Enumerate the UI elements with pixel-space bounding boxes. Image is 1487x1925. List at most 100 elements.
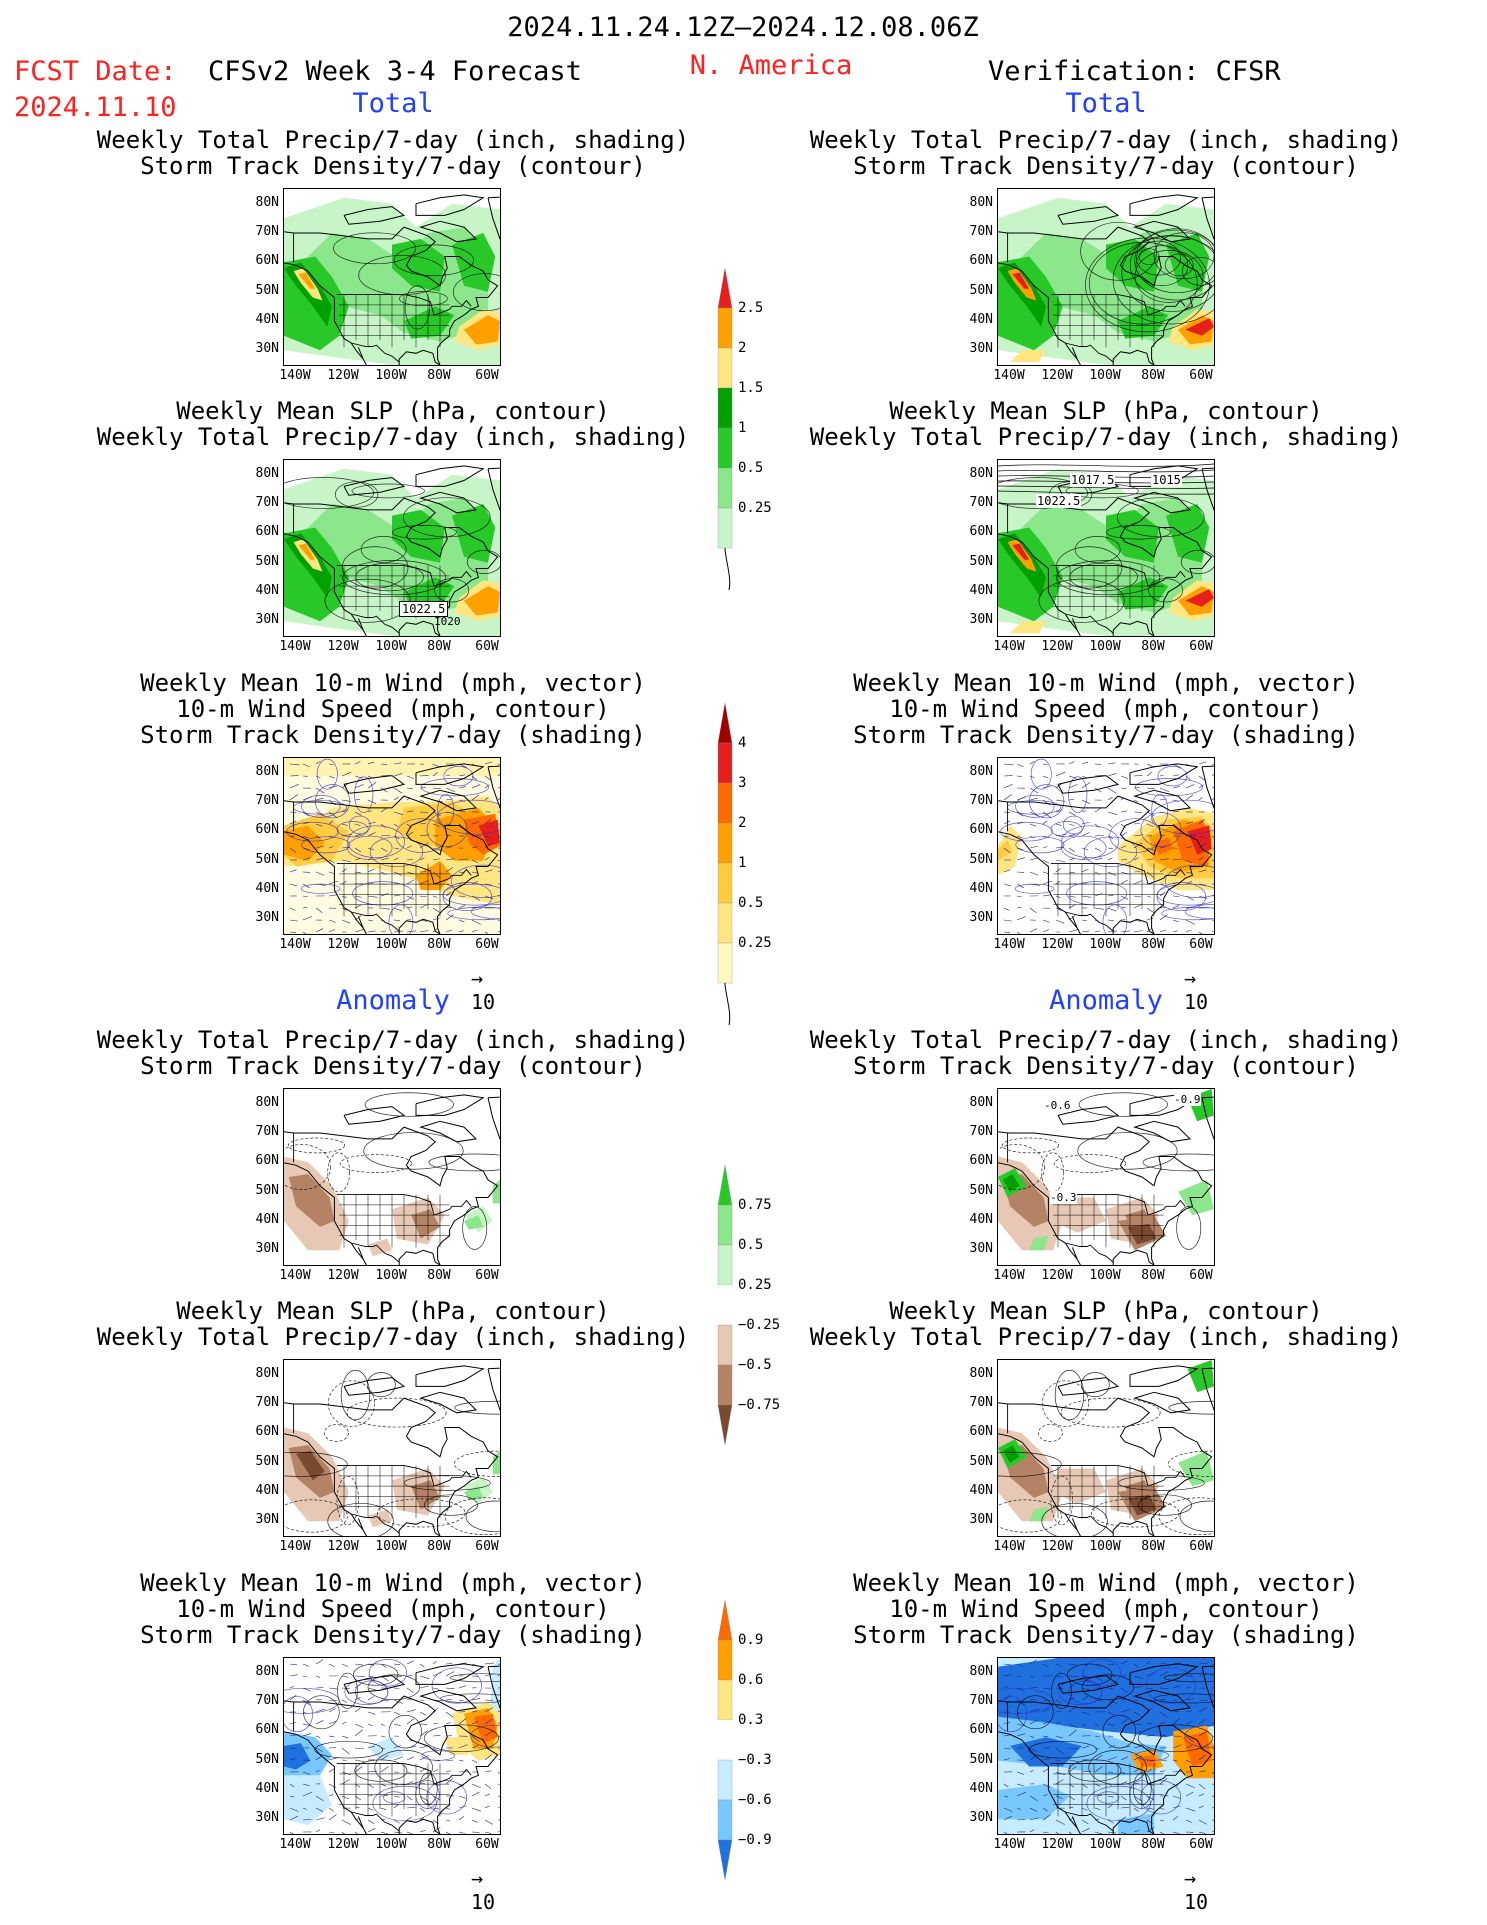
title-line: Weekly Total Precip/7-day (inch, shading…: [809, 423, 1403, 451]
lat-tick-label: 80N: [969, 1663, 993, 1679]
lat-tick-label: 70N: [969, 1395, 993, 1410]
lat-tick-label: 40N: [969, 1781, 993, 1796]
lon-tick-label: 120W: [327, 368, 359, 383]
lon-tick-label: 120W: [1041, 639, 1073, 654]
lat-tick-label: 30N: [969, 1512, 993, 1528]
lon-tick-label: 100W: [375, 368, 407, 383]
forecast-anomaly-label: Anomaly: [336, 985, 450, 1016]
lon-tick-label: 100W: [375, 937, 407, 952]
lon-tick-label: 120W: [1041, 1837, 1073, 1852]
period-title: 2024.11.24.12Z–2024.12.08.06Z: [507, 12, 979, 43]
lat-tick-label: 40N: [255, 1212, 279, 1227]
title-f3: Weekly Mean 10-m Wind (mph, vector) 10-m…: [140, 670, 646, 748]
colorbar-swatches: [717, 1599, 733, 1881]
lat-tick-label: 70N: [969, 793, 993, 808]
vector-reference: → 10: [1183, 1866, 1209, 1914]
colorbar-swatch: [717, 1244, 733, 1286]
lat-tick-label: 80N: [255, 1365, 279, 1381]
colorbar-label: 0.5: [738, 460, 764, 476]
lon-tick-label: 60W: [1189, 368, 1213, 383]
lat-tick-label: 30N: [255, 910, 279, 926]
fcst-label: FCST Date:: [14, 56, 177, 87]
forecast-total-precip-panel: [283, 188, 501, 366]
lat-tick-label: 70N: [255, 1693, 279, 1708]
lat-tick-label: 70N: [255, 1124, 279, 1139]
map-plot: [284, 1365, 500, 1536]
lon-tick-label: 100W: [375, 1268, 407, 1283]
title-line: Weekly Total Precip/7-day (inch, shading…: [96, 1026, 690, 1054]
title-line: Weekly Mean SLP (hPa, contour): [889, 397, 1323, 425]
title-f4: Weekly Total Precip/7-day (inch, shading…: [97, 1027, 689, 1079]
verification-title: Verification: CFSR: [988, 56, 1281, 87]
forecast-total-wind-panel: [283, 757, 501, 935]
colorbar-label: 1: [738, 855, 747, 871]
colorbar-swatch: [717, 1679, 733, 1721]
lon-tick-label: 140W: [279, 639, 311, 654]
lat-tick-label: 50N: [255, 1453, 279, 1469]
lat-tick-label: 80N: [969, 763, 993, 779]
map-plot: [998, 194, 1214, 365]
colorbar-label: −0.9: [738, 1832, 772, 1848]
colorbar-swatch: [717, 507, 733, 549]
slp-contour-label: 1022.5: [399, 601, 449, 617]
lat-tick-label: 30N: [969, 1810, 993, 1826]
lat-tick-label: 60N: [969, 1722, 993, 1738]
slp-contour-label: 1022.5: [1036, 494, 1082, 508]
lat-tick-label: 40N: [969, 1483, 993, 1498]
lon-tick-label: 120W: [327, 1268, 359, 1283]
colorbar-swatch: [717, 1204, 733, 1246]
colorbar-precip-anomaly: 0.75 0.5 0.25 −0.25 −0.5 −0.75: [717, 1164, 780, 1449]
lat-tick-label: 70N: [255, 495, 279, 510]
lon-tick-label: 140W: [993, 1268, 1025, 1283]
colorbar-swatch: [718, 1720, 732, 1760]
title-v1: Weekly Total Precip/7-day (inch, shading…: [810, 127, 1402, 179]
colorbar-label: 2.5: [738, 300, 764, 316]
vector-reference-value: 10: [1183, 1890, 1209, 1914]
map-plot: [998, 463, 1214, 636]
slp-contour-label: 1020: [434, 615, 461, 628]
lat-tick-label: 70N: [255, 224, 279, 239]
title-f2: Weekly Mean SLP (hPa, contour) Weekly To…: [97, 398, 689, 450]
lat-tick-label: 80N: [969, 1094, 993, 1110]
lon-tick-label: 80W: [1141, 639, 1165, 654]
lon-tick-label: 100W: [1089, 1837, 1121, 1852]
colorbar-label: −0.25: [738, 1317, 781, 1333]
colorbar-swatch: [717, 347, 733, 389]
colorbar-swatch: [717, 307, 733, 349]
lat-tick-label: 60N: [255, 524, 279, 540]
colorbar-swatches: [717, 702, 733, 1026]
colorbar-storm-track-total: 4 3 2 1 0.5 0.25: [717, 702, 772, 1037]
anom-contour-label: -0.3: [1050, 1191, 1077, 1204]
colorbar-label: −0.6: [738, 1792, 772, 1808]
colorbar-swatch: [717, 1759, 733, 1801]
colorbar-label: 0.3: [738, 1712, 764, 1728]
lon-tick-label: 140W: [279, 1268, 311, 1283]
colorbar-swatch: [717, 1799, 733, 1841]
title-line: Storm Track Density/7-day (contour): [140, 152, 646, 180]
colorbar-label: 0.6: [738, 1672, 764, 1688]
lat-tick-label: 60N: [969, 524, 993, 540]
lat-tick-label: 80N: [255, 1663, 279, 1679]
lon-tick-label: 100W: [1089, 368, 1121, 383]
title-v6: Weekly Mean 10-m Wind (mph, vector) 10-m…: [853, 1570, 1359, 1648]
vector-reference-value: 10: [470, 990, 496, 1014]
colorbar-label: 0.25: [738, 500, 772, 516]
lat-tick-label: 80N: [255, 763, 279, 779]
lat-tick-label: 50N: [969, 1751, 993, 1767]
title-line: Storm Track Density/7-day (contour): [853, 1052, 1359, 1080]
lon-tick-label: 80W: [427, 1268, 451, 1283]
lon-tick-label: 120W: [327, 639, 359, 654]
lon-tick-label: 140W: [993, 368, 1025, 383]
lon-tick-label: 80W: [427, 937, 451, 952]
fcst-date: 2024.11.10: [14, 92, 177, 123]
lat-tick-label: 30N: [969, 910, 993, 926]
verification-total-label: Total: [1065, 88, 1147, 119]
title-line: Storm Track Density/7-day (contour): [140, 1052, 646, 1080]
title-f5: Weekly Mean SLP (hPa, contour) Weekly To…: [97, 1298, 689, 1350]
title-line: Weekly Total Precip/7-day (inch, shading…: [96, 423, 690, 451]
lat-tick-label: 50N: [255, 553, 279, 569]
colorbar-label: 2: [738, 815, 747, 831]
lon-tick-label: 60W: [475, 639, 499, 654]
lat-tick-label: 40N: [969, 881, 993, 896]
lat-tick-label: 60N: [255, 1722, 279, 1738]
